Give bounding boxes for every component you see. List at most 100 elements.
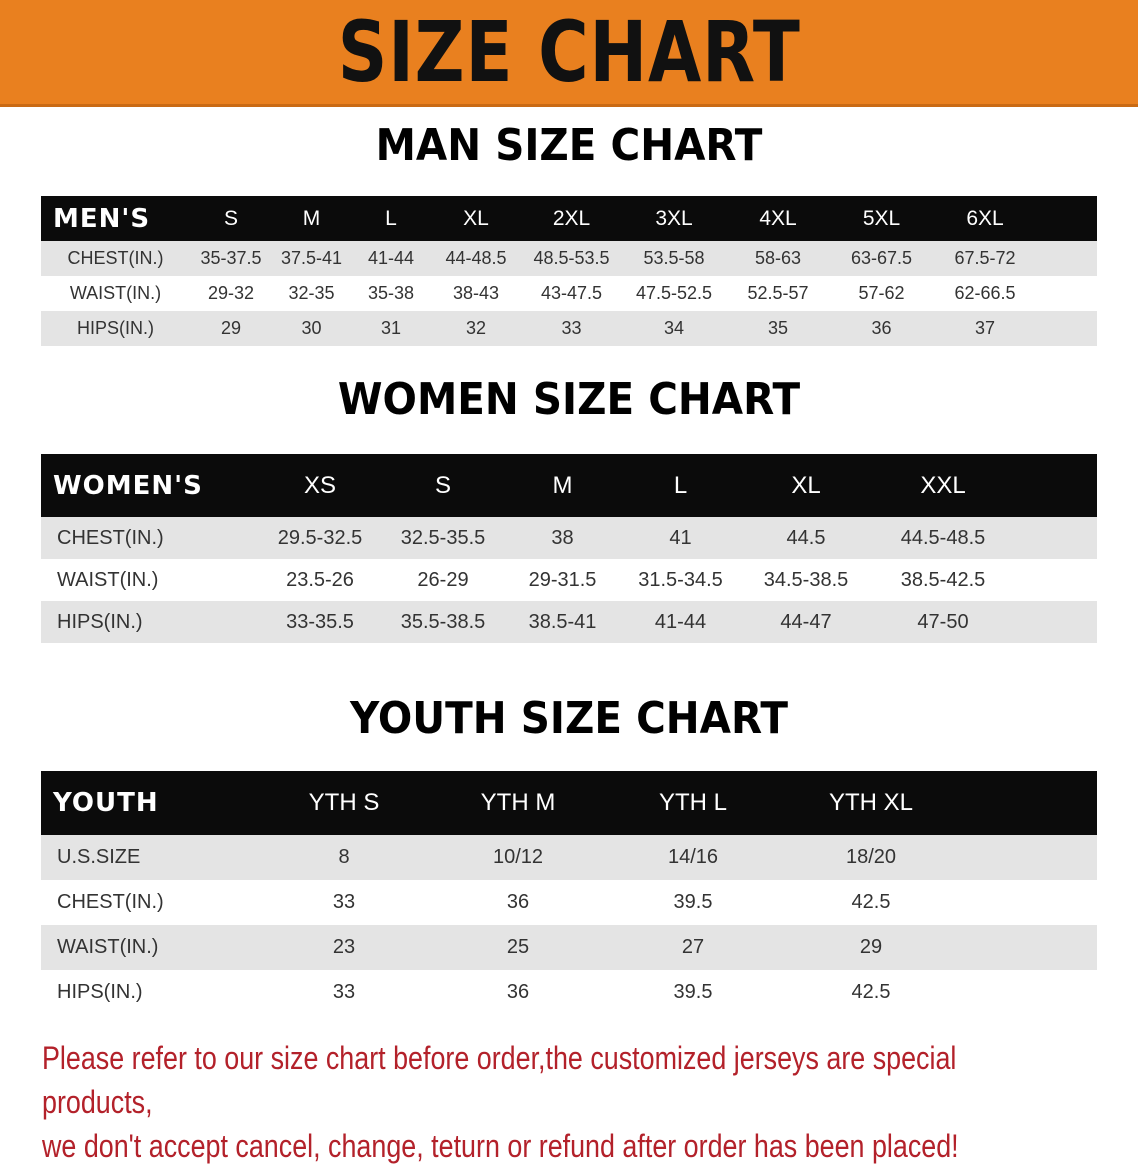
table-cell: 41-44: [367, 248, 415, 268]
table-cell: 44.5-48.5: [900, 526, 986, 549]
table-cell: YTH S: [308, 789, 380, 816]
table-cell: YTH XL: [828, 789, 914, 816]
row-label: WAIST(IN.): [57, 568, 159, 591]
table-cell: 44-47: [780, 610, 832, 633]
row-label: YOUTH: [53, 788, 159, 818]
table-cell: M: [552, 471, 573, 499]
table-cell: 23.5-26: [286, 568, 354, 591]
row-label: WAIST(IN.): [57, 936, 159, 958]
row-label: CHEST(IN.): [57, 891, 164, 913]
table-cell: 36: [506, 981, 530, 1003]
order-notice: Please refer to our size chart before or…: [42, 1036, 1050, 1168]
women-section-title: WOMEN SIZE CHART: [337, 374, 801, 425]
table-cell: 29: [220, 318, 242, 338]
table-header-row: WOMEN'S XS S M L XL XXL: [41, 454, 1097, 517]
table-cell: 36: [506, 891, 530, 913]
row-label: WAIST(IN.): [69, 283, 162, 303]
table-cell: 35.5-38.5: [400, 610, 486, 633]
table-cell: 67.5-72: [954, 248, 1016, 268]
table-cell: 33: [332, 891, 356, 913]
table-row: HIPS(IN.) 29 30 31 32 33 34 35 36 37: [41, 311, 1097, 346]
table-cell: 44.5: [786, 526, 826, 549]
row-label: HIPS(IN.): [57, 610, 143, 633]
table-cell: 10/12: [492, 846, 544, 868]
table-cell: 6XL: [966, 206, 1004, 230]
table-cell: 27: [681, 936, 705, 958]
table-cell: 3XL: [655, 206, 693, 230]
table-cell: 43-47.5: [540, 283, 603, 303]
table-cell: 29-31.5: [528, 568, 597, 591]
table-cell: 25: [506, 936, 530, 958]
row-label: WOMEN'S: [53, 470, 203, 501]
table-cell: XS: [303, 471, 336, 499]
table-cell: 47-50: [917, 610, 969, 633]
table-row: CHEST(IN.) 35-37.5 37.5-41 41-44 44-48.5 48.5…: [41, 241, 1097, 276]
table-cell: 38-43: [452, 283, 500, 303]
table-cell: 34.5-38.5: [763, 568, 849, 591]
row-label: U.S.SIZE: [57, 846, 141, 868]
table-cell: XL: [791, 471, 821, 499]
table-cell: 31.5-34.5: [638, 568, 723, 591]
table-cell: 30: [301, 318, 322, 338]
table-cell: 33: [561, 318, 582, 338]
men-size-table: MEN'S S M L XL 2XL 3XL 4XL 5XL 6XL CHEST(IN.) 35-37…: [41, 196, 1097, 346]
table-row: U.S.SIZE 8 10/12 14/16 18/20: [41, 835, 1097, 880]
banner-title: SIZE CHART: [337, 3, 801, 101]
table-cell: 41-44: [654, 610, 707, 633]
table-cell: S: [223, 206, 238, 230]
table-cell: XXL: [920, 471, 966, 499]
table-cell: 29: [859, 936, 883, 958]
table-cell: L: [673, 471, 688, 499]
youth-size-table: YOUTH YTH S YTH M YTH L YTH XL U.S.SIZE 8 10/12…: [41, 771, 1097, 1015]
table-cell: YTH M: [480, 789, 556, 816]
table-cell: 32: [465, 318, 487, 338]
table-cell: 38.5-42.5: [900, 568, 986, 591]
notice-line-1: Please refer to our size chart before or…: [42, 1040, 957, 1120]
table-cell: 37.5-41: [280, 248, 343, 268]
table-cell: 4XL: [759, 206, 797, 230]
table-cell: 41: [669, 526, 692, 549]
table-cell: L: [385, 206, 397, 230]
table-cell: 52.5-57: [747, 283, 809, 303]
table-cell: 36: [871, 318, 892, 338]
youth-section-title: YOUTH SIZE CHART: [350, 693, 788, 744]
table-cell: XL: [463, 206, 489, 230]
table-cell: 42.5: [851, 891, 891, 913]
table-cell: 39.5: [673, 981, 713, 1003]
row-label: HIPS(IN.): [76, 318, 154, 338]
table-row: WAIST(IN.) 23 25 27 29: [41, 925, 1097, 970]
table-cell: 8: [338, 846, 350, 868]
table-cell: 35-37.5: [200, 248, 262, 268]
men-section-title: MAN SIZE CHART: [375, 120, 763, 171]
table-cell: 29.5-32.5: [277, 526, 363, 549]
table-cell: M: [302, 206, 321, 230]
table-cell: 35-38: [367, 283, 415, 303]
table-row: CHEST(IN.) 29.5-32.5 32.5-35.5 38 41 44.5 44.5…: [41, 517, 1097, 559]
table-cell: 5XL: [862, 206, 901, 230]
table-header-row: MEN'S S M L XL 2XL 3XL 4XL 5XL 6XL: [41, 196, 1097, 241]
table-cell: 37: [974, 318, 996, 338]
table-cell: 23: [332, 936, 356, 958]
table-cell: 63-67.5: [850, 248, 913, 268]
table-cell: 38.5-41: [528, 610, 597, 633]
table-cell: 58-63: [754, 248, 802, 268]
notice-line-2: we don't accept cancel, change, teturn o…: [42, 1128, 959, 1164]
table-row: HIPS(IN.) 33-35.5 35.5-38.5 38.5-41 41-44 44-…: [41, 601, 1097, 643]
table-row: CHEST(IN.) 33 36 39.5 42.5: [41, 880, 1097, 925]
table-cell: 38: [551, 526, 574, 549]
size-chart-banner: SIZE CHART: [0, 0, 1138, 107]
table-cell: 44-48.5: [445, 248, 507, 268]
table-row: WAIST(IN.) 29-32 32-35 35-38 38-43 43-47.5 47.…: [41, 276, 1097, 311]
table-cell: 31: [380, 318, 402, 338]
women-size-table: WOMEN'S XS S M L XL XXL CHEST(IN.) 29.5-32.5 32.5…: [41, 454, 1097, 643]
table-cell: 47.5-52.5: [635, 283, 713, 303]
table-cell: 34: [663, 318, 685, 338]
table-cell: 2XL: [552, 206, 591, 230]
table-cell: 32.5-35.5: [400, 526, 486, 549]
table-cell: 57-62: [858, 283, 905, 303]
table-row: HIPS(IN.) 33 36 39.5 42.5: [41, 970, 1097, 1015]
table-cell: 26-29: [417, 568, 469, 591]
table-cell: 29-32: [207, 283, 255, 303]
table-cell: 14/16: [667, 846, 719, 868]
table-cell: 39.5: [673, 891, 713, 913]
